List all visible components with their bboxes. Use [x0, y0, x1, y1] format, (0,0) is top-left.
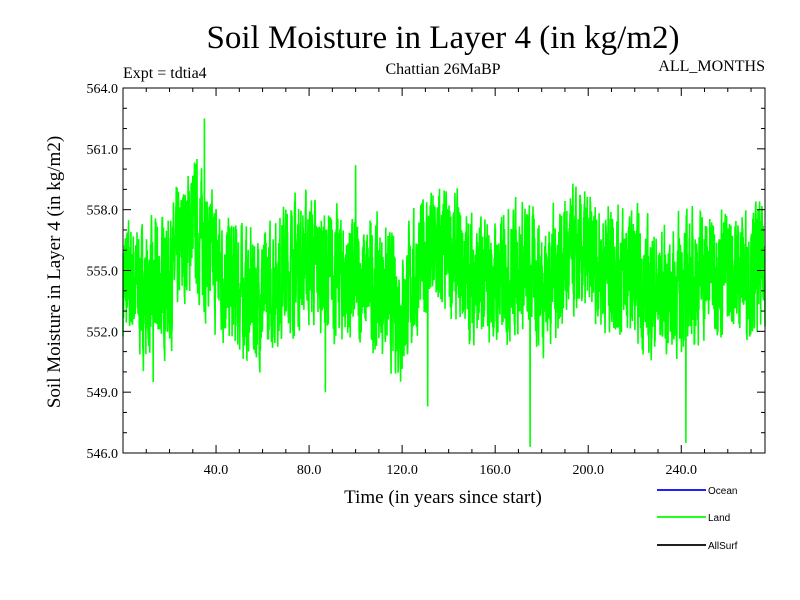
- x-tick-label: 200.0: [572, 463, 604, 478]
- y-tick-label: 555.0: [87, 265, 119, 280]
- x-axis-label: Time (in years since start): [344, 487, 542, 508]
- legend: Ocean Land AllSurf: [657, 486, 738, 552]
- x-tick-label: 160.0: [479, 463, 511, 478]
- months-label: ALL_MONTHS: [658, 58, 765, 75]
- series-line-land: [122, 118, 766, 447]
- chart-title: Soil Moisture in Layer 4 (in kg/m2): [207, 20, 680, 56]
- x-tick-label: 40.0: [204, 463, 229, 478]
- y-tick-label: 549.0: [87, 386, 119, 401]
- legend-label-land: Land: [708, 513, 730, 524]
- x-tick-label: 120.0: [386, 463, 418, 478]
- period-label: Chattian 26MaBP: [385, 61, 500, 78]
- y-tick-label: 558.0: [87, 204, 119, 219]
- y-axis-label: Soil Moisture in Layer 4 (in kg/m2): [44, 136, 65, 408]
- experiment-label: Expt = tdtia4: [123, 65, 207, 82]
- legend-label-ocean: Ocean: [708, 486, 737, 497]
- legend-label-allsurf: AllSurf: [708, 541, 738, 552]
- y-tick-label: 546.0: [87, 447, 119, 462]
- y-tick-label: 564.0: [87, 82, 119, 97]
- plot-area: [122, 118, 766, 447]
- x-tick-label: 80.0: [297, 463, 322, 478]
- y-tick-label: 561.0: [87, 143, 119, 158]
- y-tick-label: 552.0: [87, 325, 119, 340]
- x-tick-label: 240.0: [666, 463, 698, 478]
- axes: 40.0 80.0 120.0 160.0 200.0 240.0 546.0 549.0 55…: [87, 82, 766, 478]
